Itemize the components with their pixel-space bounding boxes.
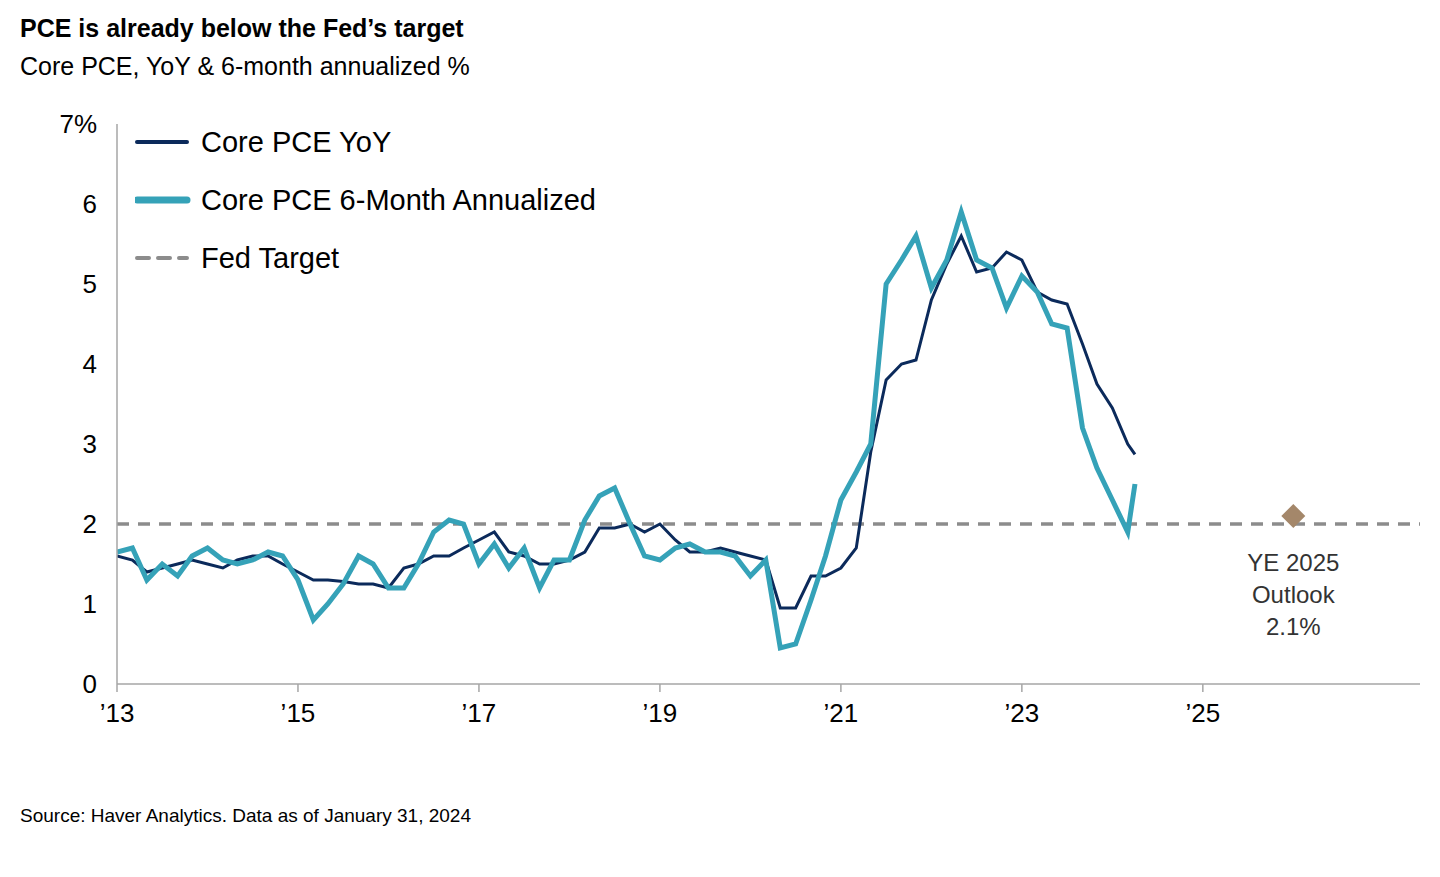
html-text:PCE is already below the Fed’s: PCE is already below the Fed’s target (20, 14, 464, 42)
svg-text:’25: ’25 (1185, 698, 1220, 728)
html-text:Core PCE YoY: Core PCE YoY (201, 125, 392, 158)
svg-text:’17: ’17 (462, 698, 497, 728)
svg-text:5: 5 (83, 269, 97, 299)
svg-text:’23: ’23 (1005, 698, 1040, 728)
svg-text:7%: 7% (59, 109, 97, 139)
svg-text:4: 4 (83, 349, 97, 379)
svg-text:6: 6 (83, 189, 97, 219)
html-text:Core PCE 6-Month Annualized: Core PCE 6-Month Annualized (201, 183, 596, 216)
html-text:Source: Haver Analytics. Data: Source: Haver Analytics. Data as of Janu… (20, 805, 471, 826)
svg-text:2.1%: 2.1% (1266, 613, 1321, 640)
svg-text:Outlook: Outlook (1252, 581, 1336, 608)
svg-text:’19: ’19 (643, 698, 678, 728)
svg-text:’21: ’21 (824, 698, 859, 728)
svg-text:’13: ’13 (100, 698, 135, 728)
html-text:Fed Target: Fed Target (201, 241, 340, 274)
svg-text:YE 2025: YE 2025 (1247, 549, 1339, 576)
svg-text:0: 0 (83, 669, 97, 699)
svg-text:3: 3 (83, 429, 97, 459)
svg-text:2: 2 (83, 509, 97, 539)
html-text:Core PCE, YoY & 6-month annual: Core PCE, YoY & 6-month annualized % (20, 52, 470, 80)
svg-text:1: 1 (83, 589, 97, 619)
svg-text:’15: ’15 (281, 698, 316, 728)
